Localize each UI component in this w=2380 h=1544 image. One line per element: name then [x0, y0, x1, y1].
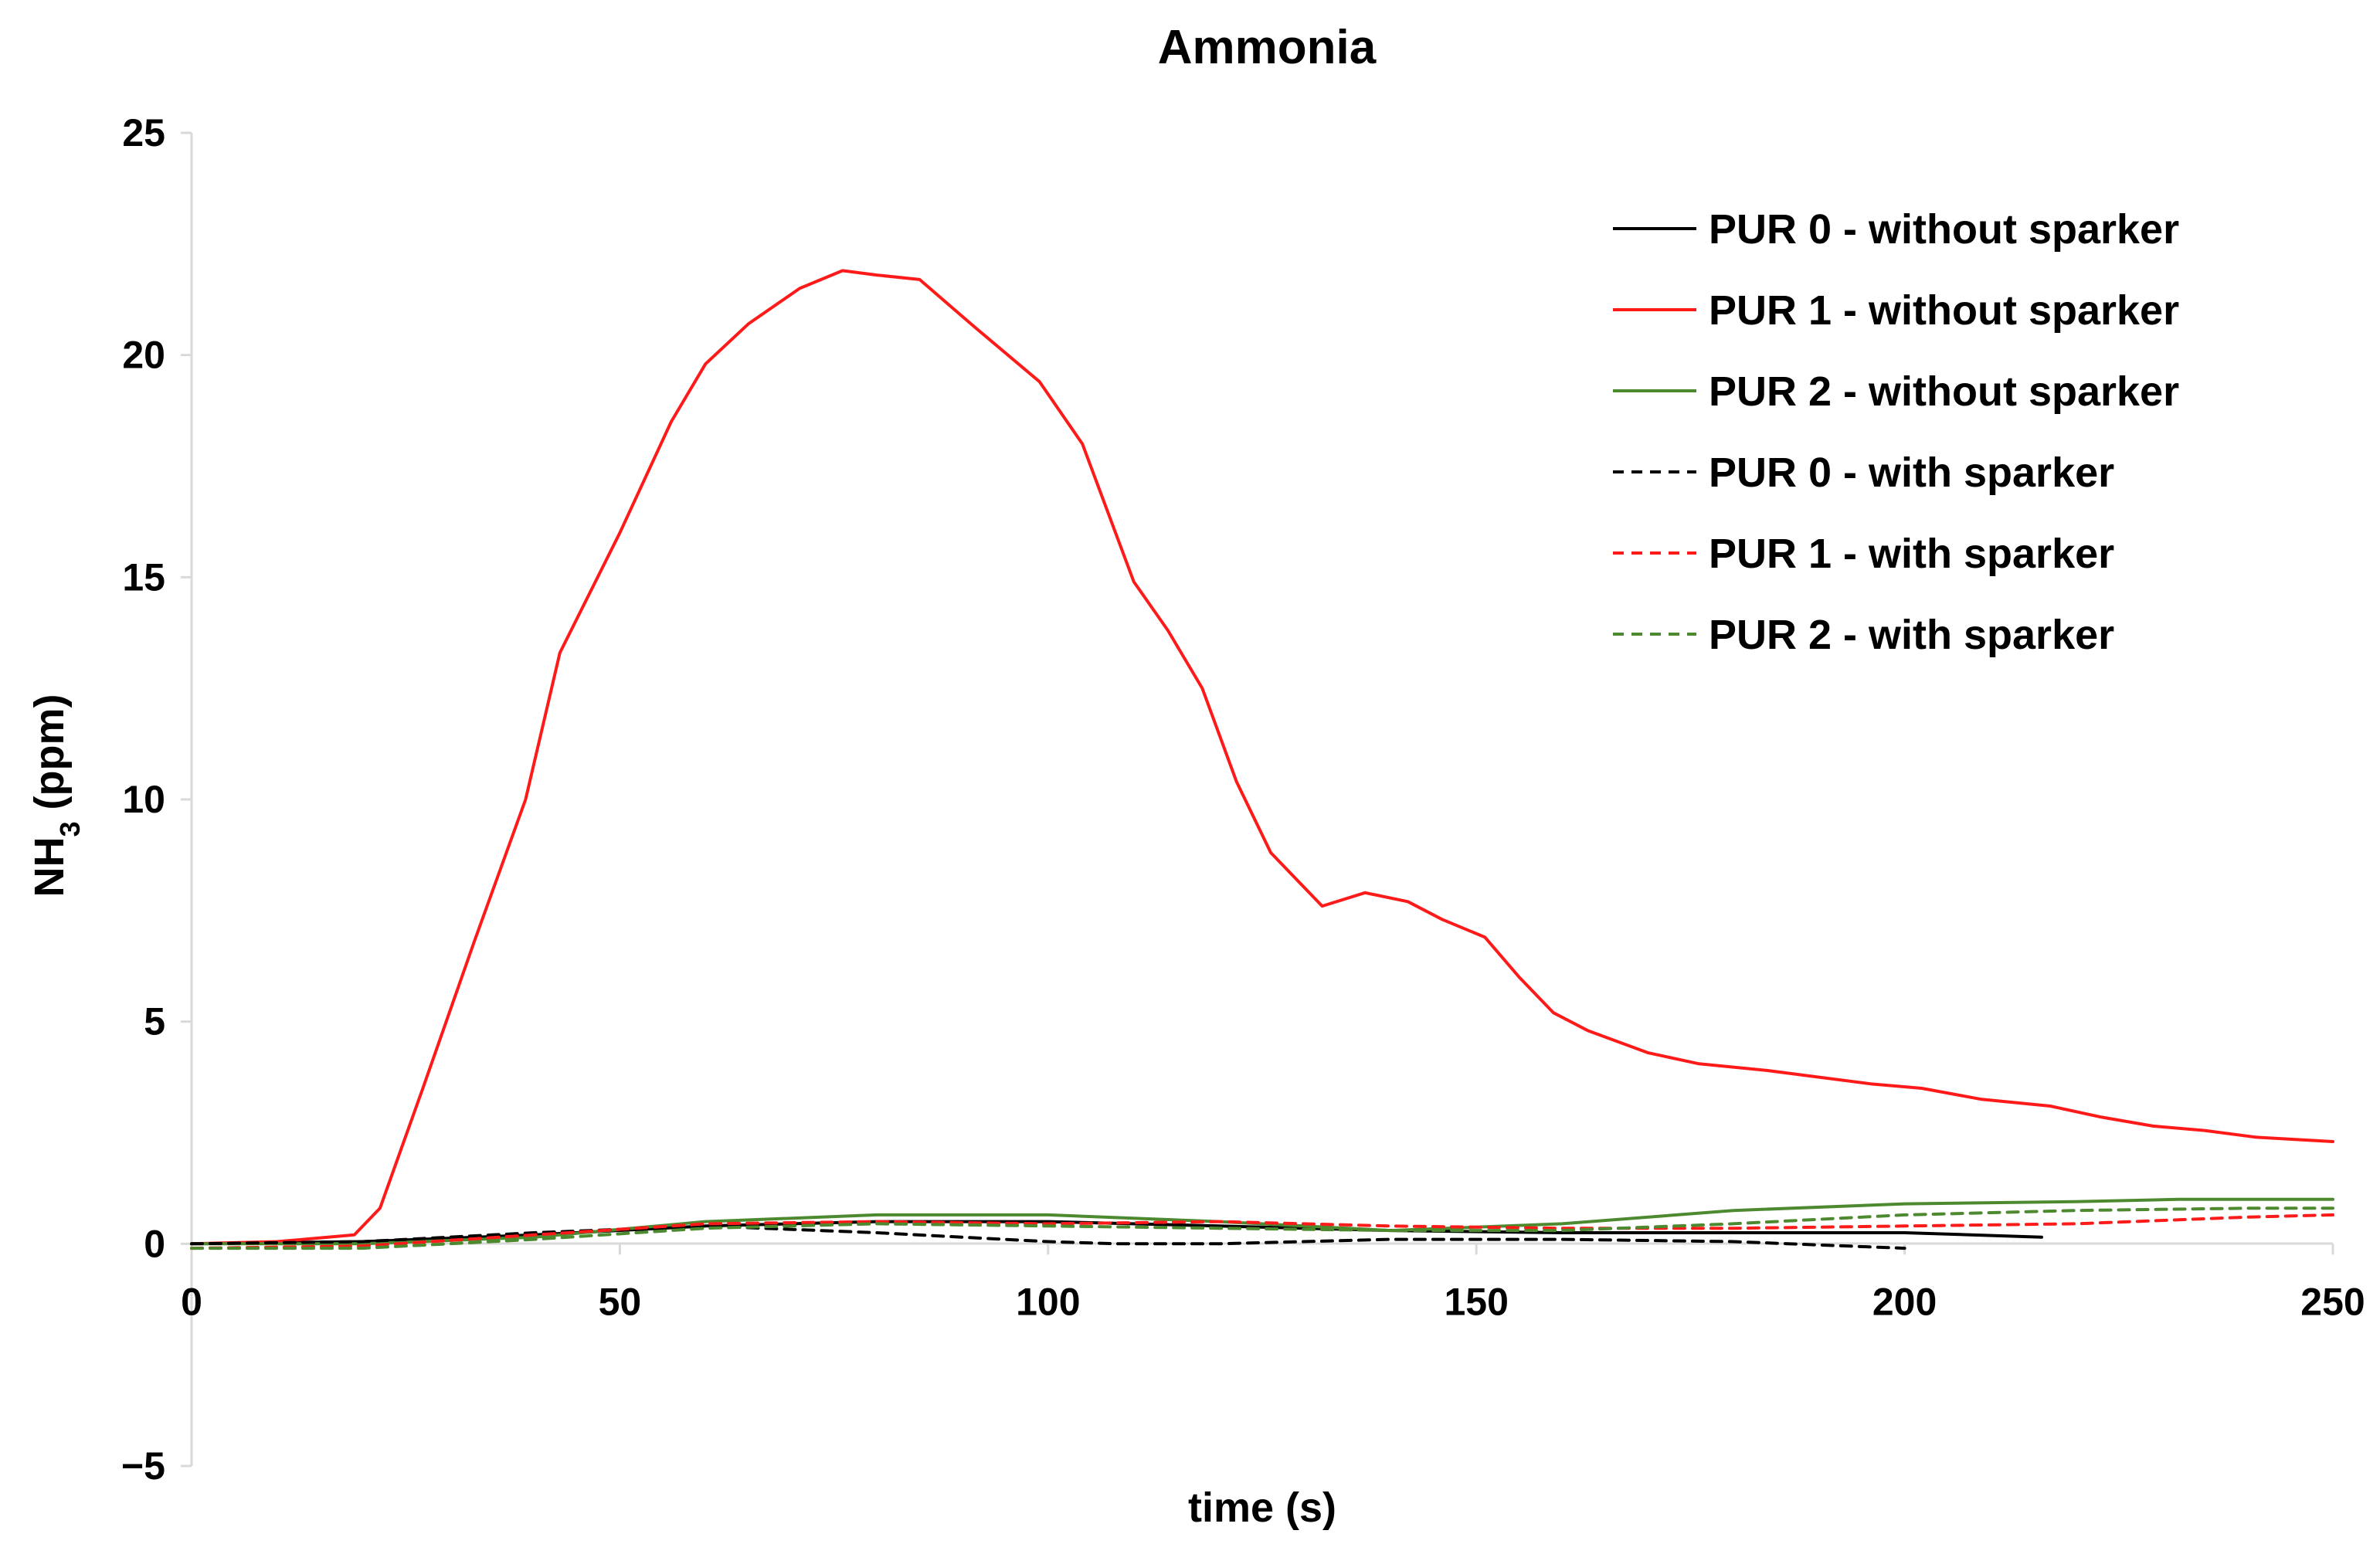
legend-label-pur-0-with-sparker: PUR 0 - with sparker — [1709, 450, 2114, 496]
y-tick-label: 15 — [122, 555, 165, 599]
y-tick-label: 25 — [122, 111, 165, 154]
chart-title: Ammonia — [1158, 21, 1377, 74]
x-tick-label: 100 — [1016, 1280, 1080, 1323]
legend-label-pur-2-with-sparker: PUR 2 - with sparker — [1709, 612, 2114, 658]
y-axis-label-subscript: 3 — [54, 821, 86, 836]
series-line-pur-1-without-sparker — [190, 269, 2334, 1246]
y-tick-label: 10 — [122, 778, 165, 821]
x-tick-label: 0 — [181, 1280, 202, 1323]
y-axis-label-main: NH — [26, 836, 73, 897]
legend-label-pur-1-with-sparker: PUR 1 - with sparker — [1709, 531, 2114, 577]
y-axis-label-unit: (ppm) — [26, 694, 73, 822]
legend-label-pur-1-without-sparker: PUR 1 - without sparker — [1709, 287, 2179, 334]
legend-label-pur-2-without-sparker: PUR 2 - without sparker — [1709, 368, 2179, 415]
y-axis-label: NH3 (ppm) — [26, 694, 86, 898]
x-tick-label: 250 — [2300, 1280, 2365, 1323]
x-tick-label: 50 — [599, 1280, 642, 1323]
series-group — [190, 269, 2334, 1250]
x-tick-group: 0 50 100 150 200 250 — [181, 1244, 2365, 1323]
series-line-pur-2-with-sparker — [190, 1206, 2334, 1250]
y-tick-label: 5 — [144, 1000, 165, 1043]
x-axis-label: time (s) — [1188, 1485, 1336, 1531]
y-tick-label: 0 — [144, 1222, 165, 1265]
legend: PUR 0 - without sparker PUR 1 - without s… — [1613, 206, 2179, 658]
y-tick-label: −5 — [121, 1444, 165, 1488]
x-tick-label: 150 — [1444, 1280, 1508, 1323]
legend-label-pur-0-without-sparker: PUR 0 - without sparker — [1709, 206, 2179, 253]
y-tick-label: 20 — [122, 334, 165, 377]
x-tick-label: 200 — [1872, 1280, 1937, 1323]
series-line-pur-0-with-sparker — [190, 1224, 1906, 1250]
series-line-pur-1-with-sparker — [190, 1213, 2334, 1250]
y-tick-group: 25 20 15 10 5 0 −5 — [121, 111, 192, 1488]
